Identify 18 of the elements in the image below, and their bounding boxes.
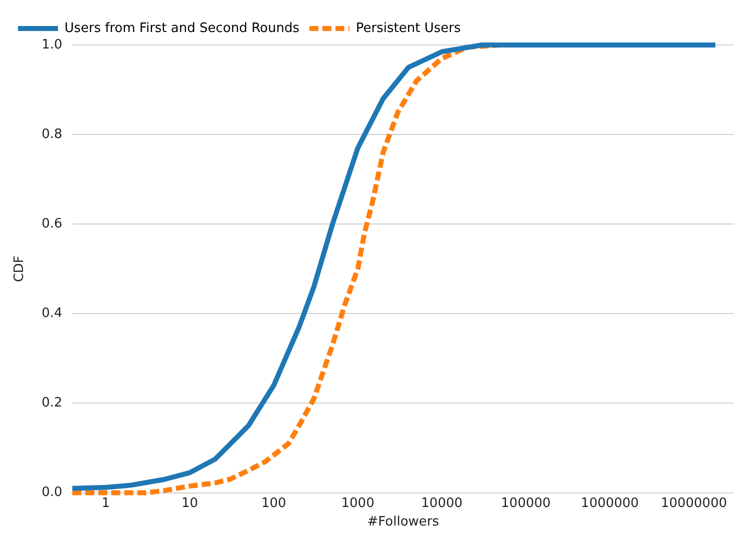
x-tick-label: 100 xyxy=(261,496,286,511)
y-tick-label: 0.0 xyxy=(42,485,62,500)
x-tick-label: 1000000 xyxy=(580,496,639,511)
x-tick-label: 10 xyxy=(181,496,198,511)
y-tick-label: 0.4 xyxy=(42,306,62,322)
legend-label: Users from First and Second Rounds xyxy=(64,20,300,36)
x-tick-label: 100000 xyxy=(501,496,551,511)
x-tick-label: 1 xyxy=(102,496,110,511)
y-axis-title: CDF xyxy=(12,256,28,282)
y-tick-label: 0.6 xyxy=(42,216,62,232)
y-tick-label: 1.0 xyxy=(42,37,62,52)
legend-label: Persistent Users xyxy=(356,20,461,36)
y-tick-label: 0.2 xyxy=(42,396,62,411)
x-axis-title: #Followers xyxy=(367,514,440,530)
x-tick-label: 10000 xyxy=(421,496,463,511)
y-tick-label: 0.8 xyxy=(42,126,62,142)
x-tick-label: 10000000 xyxy=(660,496,727,511)
x-tick-label: 1000 xyxy=(341,496,374,511)
